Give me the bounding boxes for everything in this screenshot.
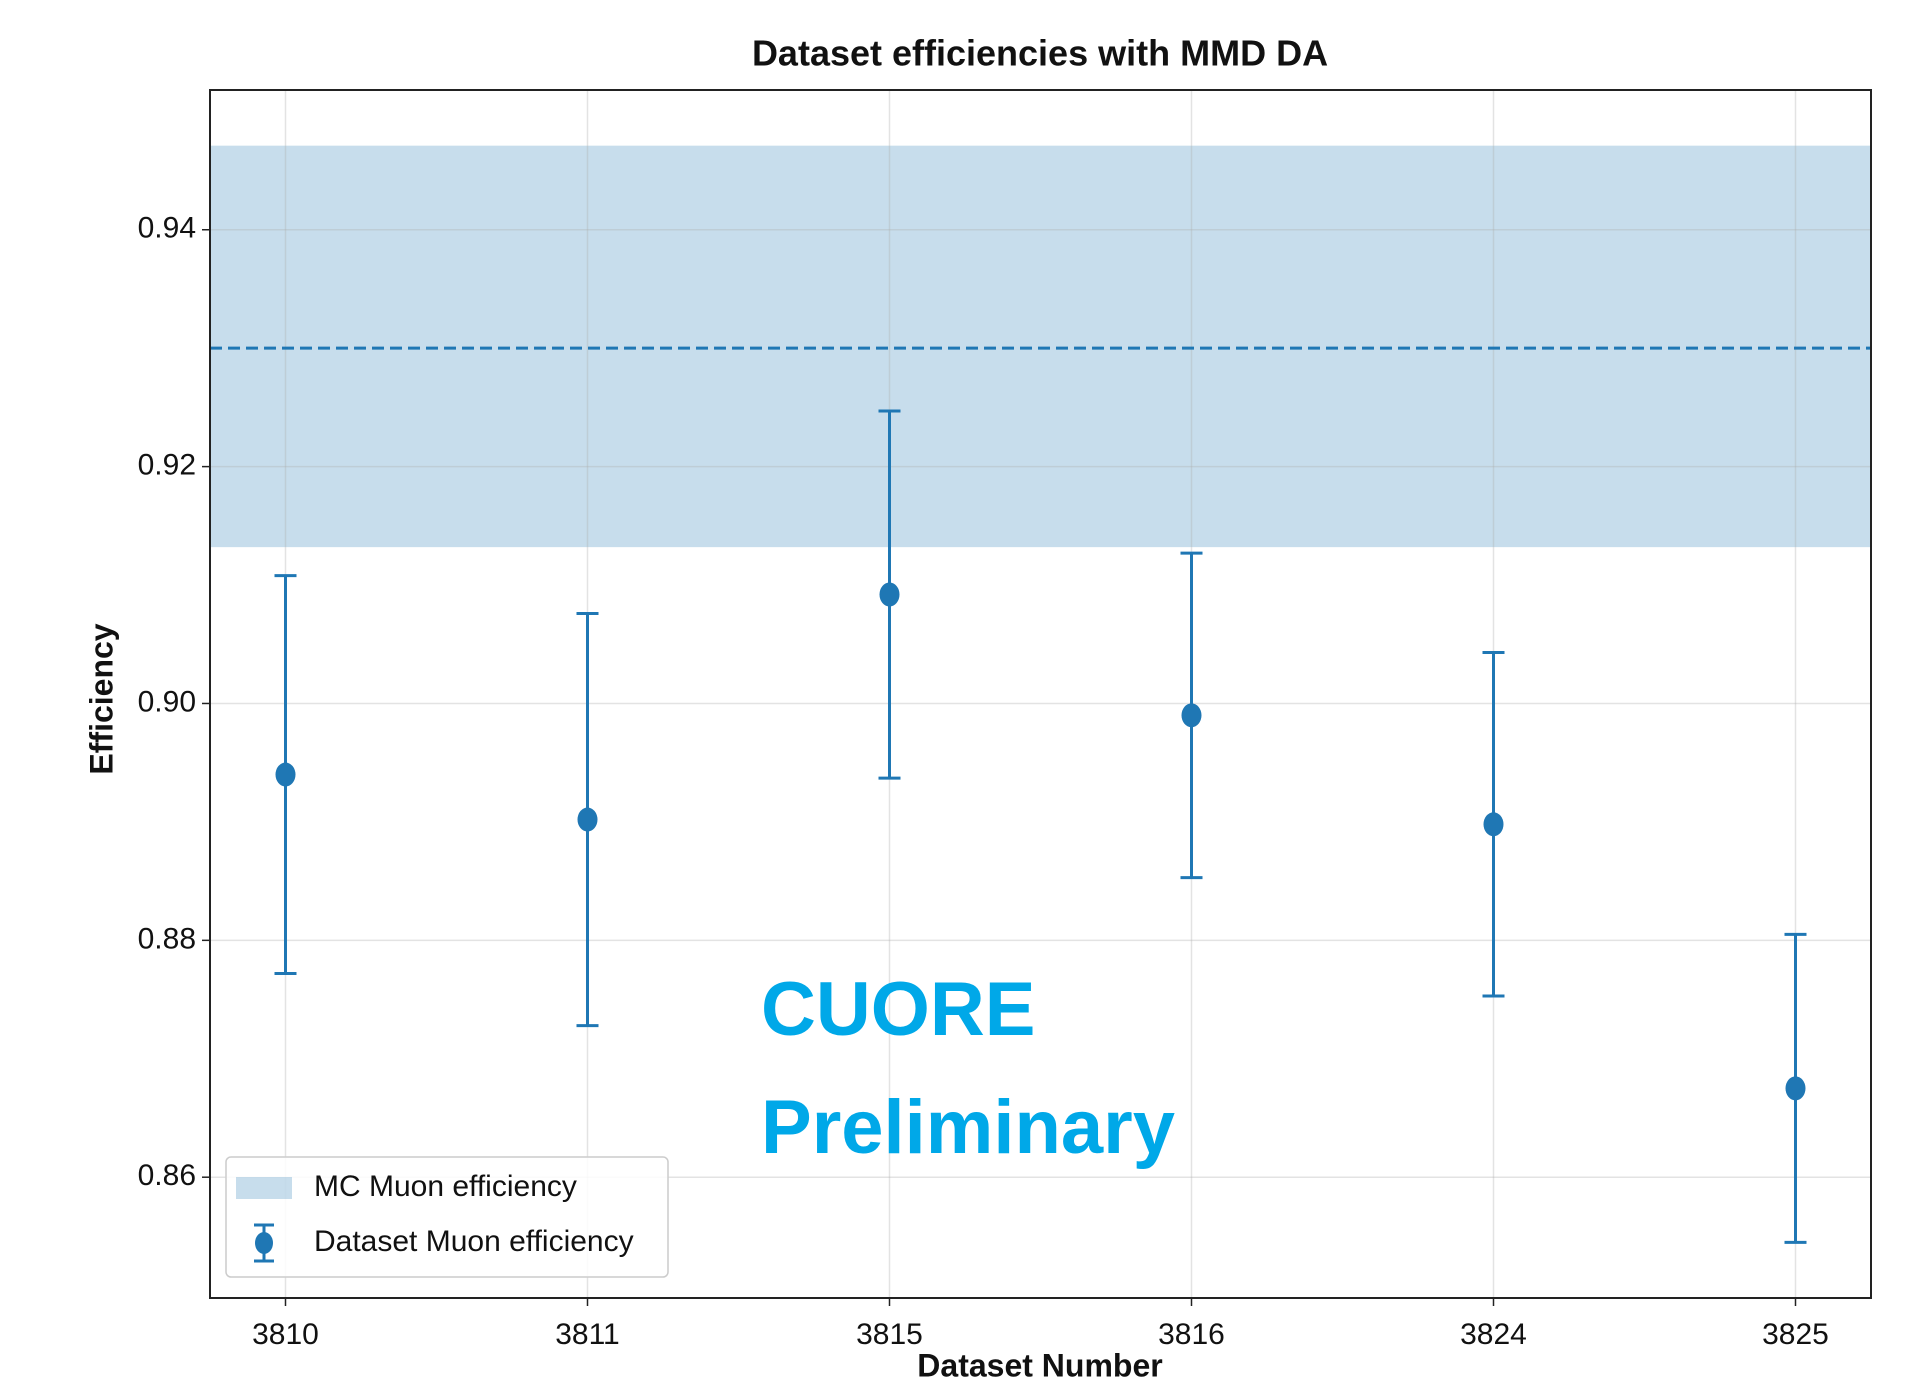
chart-title: Dataset efficiencies with MMD DA [752, 33, 1328, 74]
legend-label: Dataset Muon efficiency [314, 1225, 634, 1258]
mc-band [210, 145, 1871, 548]
y-tick-label: 0.86 [138, 1159, 196, 1192]
annotation-line: Preliminary [761, 1085, 1175, 1170]
annotation: CUORE Preliminary [761, 967, 1175, 1170]
point [1483, 812, 1504, 837]
legend-label: MC Muon efficiency [314, 1170, 577, 1203]
x-tick-label: 3825 [1762, 1318, 1829, 1351]
y-tick-label: 0.92 [138, 449, 196, 482]
point [1181, 703, 1202, 728]
axes-frame [209, 89, 1872, 1299]
x-tick-label: 3810 [252, 1318, 319, 1351]
x-tick-label: 3824 [1460, 1318, 1527, 1351]
y-tick-label: 0.94 [138, 212, 196, 245]
point [879, 582, 900, 607]
legend-swatch [236, 1177, 292, 1199]
x-tick-label: 3816 [1158, 1318, 1225, 1351]
x-axis-label: Dataset Number [917, 1347, 1162, 1383]
legend-box [225, 1156, 669, 1278]
point [577, 807, 598, 832]
annotation-line: CUORE [761, 967, 1035, 1052]
legend-marker [255, 1232, 273, 1254]
x-tick-label: 3815 [856, 1318, 923, 1351]
y-axis-label: Efficiency [83, 623, 119, 774]
point [275, 762, 296, 787]
point [1785, 1076, 1806, 1101]
y-tick-label: 0.90 [138, 685, 196, 718]
x-tick-label: 3811 [555, 1318, 620, 1351]
y-tick-label: 0.88 [138, 922, 196, 955]
